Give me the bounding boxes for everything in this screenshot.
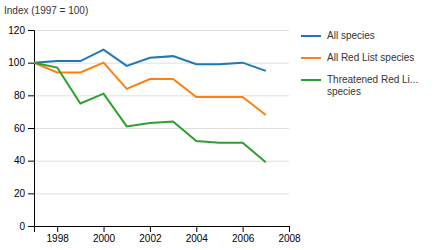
x-tick-mark: [243, 226, 244, 232]
legend-label: Threatened Red Li...species: [327, 74, 418, 97]
y-tick-mark: [28, 193, 34, 194]
legend-label: All species: [327, 30, 375, 41]
y-tick: 100: [8, 57, 34, 68]
x-tick-mark: [104, 226, 105, 232]
plot: 1998 2000 2002 2004 2006 2008 0 20 40 60 80 100 120 A…: [8, 25, 418, 244]
y-axis: 0 20 40 60 80 100 120: [8, 25, 34, 232]
grid-tick: [34, 128, 289, 129]
y-tick-label: 60: [14, 123, 26, 134]
y-tick-label: 100: [8, 57, 25, 68]
y-tick: 80: [14, 90, 34, 101]
grid-tick: [34, 63, 289, 64]
x-tick: 2008: [278, 226, 301, 244]
grid-line: [34, 30, 289, 31]
y-tick: 20: [14, 188, 34, 199]
grid: [34, 31, 289, 227]
x-tick-label: 2002: [139, 233, 162, 244]
grid-tick: [34, 95, 289, 96]
y-axis-line: [28, 31, 35, 227]
x-tick-label: 2000: [93, 233, 116, 244]
x-tick: 2000: [93, 226, 116, 244]
y-tick-mark: [28, 161, 34, 162]
grid-tick: [34, 30, 289, 31]
x-tick-mark: [57, 226, 58, 232]
x-tick-label: 1998: [47, 233, 70, 244]
legend-item: All species: [301, 30, 375, 41]
y-tick-mark: [28, 30, 34, 31]
legend-swatch: [301, 79, 321, 81]
legend-label-line: species: [327, 86, 361, 97]
y-tick-label: 120: [8, 25, 25, 36]
x-tick: 2004: [186, 226, 209, 244]
grid-line: [34, 95, 289, 96]
y-tick-label: 20: [14, 188, 26, 199]
grid-line: [34, 193, 289, 194]
grid-tick: [34, 161, 289, 162]
y-axis-title: Index (1997 = 100): [4, 5, 88, 16]
y-tick-label: 40: [14, 155, 26, 166]
y-tick-label: 0: [19, 221, 25, 232]
legend-item: Threatened Red Li...species: [301, 74, 418, 97]
y-tick: 120: [8, 25, 34, 36]
y-tick: 40: [14, 155, 34, 166]
x-tick: 1998: [47, 226, 70, 244]
grid-line: [34, 63, 289, 64]
x-tick: 2006: [232, 226, 255, 244]
x-tick-label: 2006: [232, 233, 255, 244]
legend: All species All Red List species Threatene…: [301, 30, 418, 97]
series-line: [34, 50, 266, 71]
chart: 1998 2000 2002 2004 2006 2008 0 20 40 60 80 100 120 A…: [0, 0, 434, 250]
legend-label-line: All species: [327, 30, 375, 41]
legend-label-line: Threatened Red Li...: [327, 74, 418, 85]
legend-label: All Red List species: [327, 52, 414, 63]
series-line: [34, 63, 266, 115]
lines: [34, 50, 266, 163]
y-tick-mark: [28, 226, 34, 227]
legend-swatch: [301, 57, 321, 59]
grid-line: [34, 128, 289, 129]
grid-line: [34, 161, 289, 162]
y-tick-mark: [28, 63, 34, 64]
x-tick-mark: [196, 226, 197, 232]
x-tick-label: 2004: [186, 233, 209, 244]
legend-item: All Red List species: [301, 52, 414, 63]
x-axis: 1998 2000 2002 2004 2006 2008: [35, 226, 302, 244]
y-tick-mark: [28, 95, 34, 96]
series-line: [34, 63, 266, 163]
x-tick: 2002: [139, 226, 162, 244]
x-tick-mark: [289, 226, 290, 232]
legend-label-line: All Red List species: [327, 52, 414, 63]
y-tick: 60: [14, 123, 34, 134]
x-tick-mark: [150, 226, 151, 232]
grid-tick: [34, 193, 289, 194]
x-tick-label: 2008: [278, 233, 301, 244]
legend-swatch: [301, 35, 321, 37]
x-axis-line: [35, 227, 290, 233]
y-tick: 0: [19, 221, 34, 232]
y-tick-label: 80: [14, 90, 26, 101]
y-tick-mark: [28, 128, 34, 129]
